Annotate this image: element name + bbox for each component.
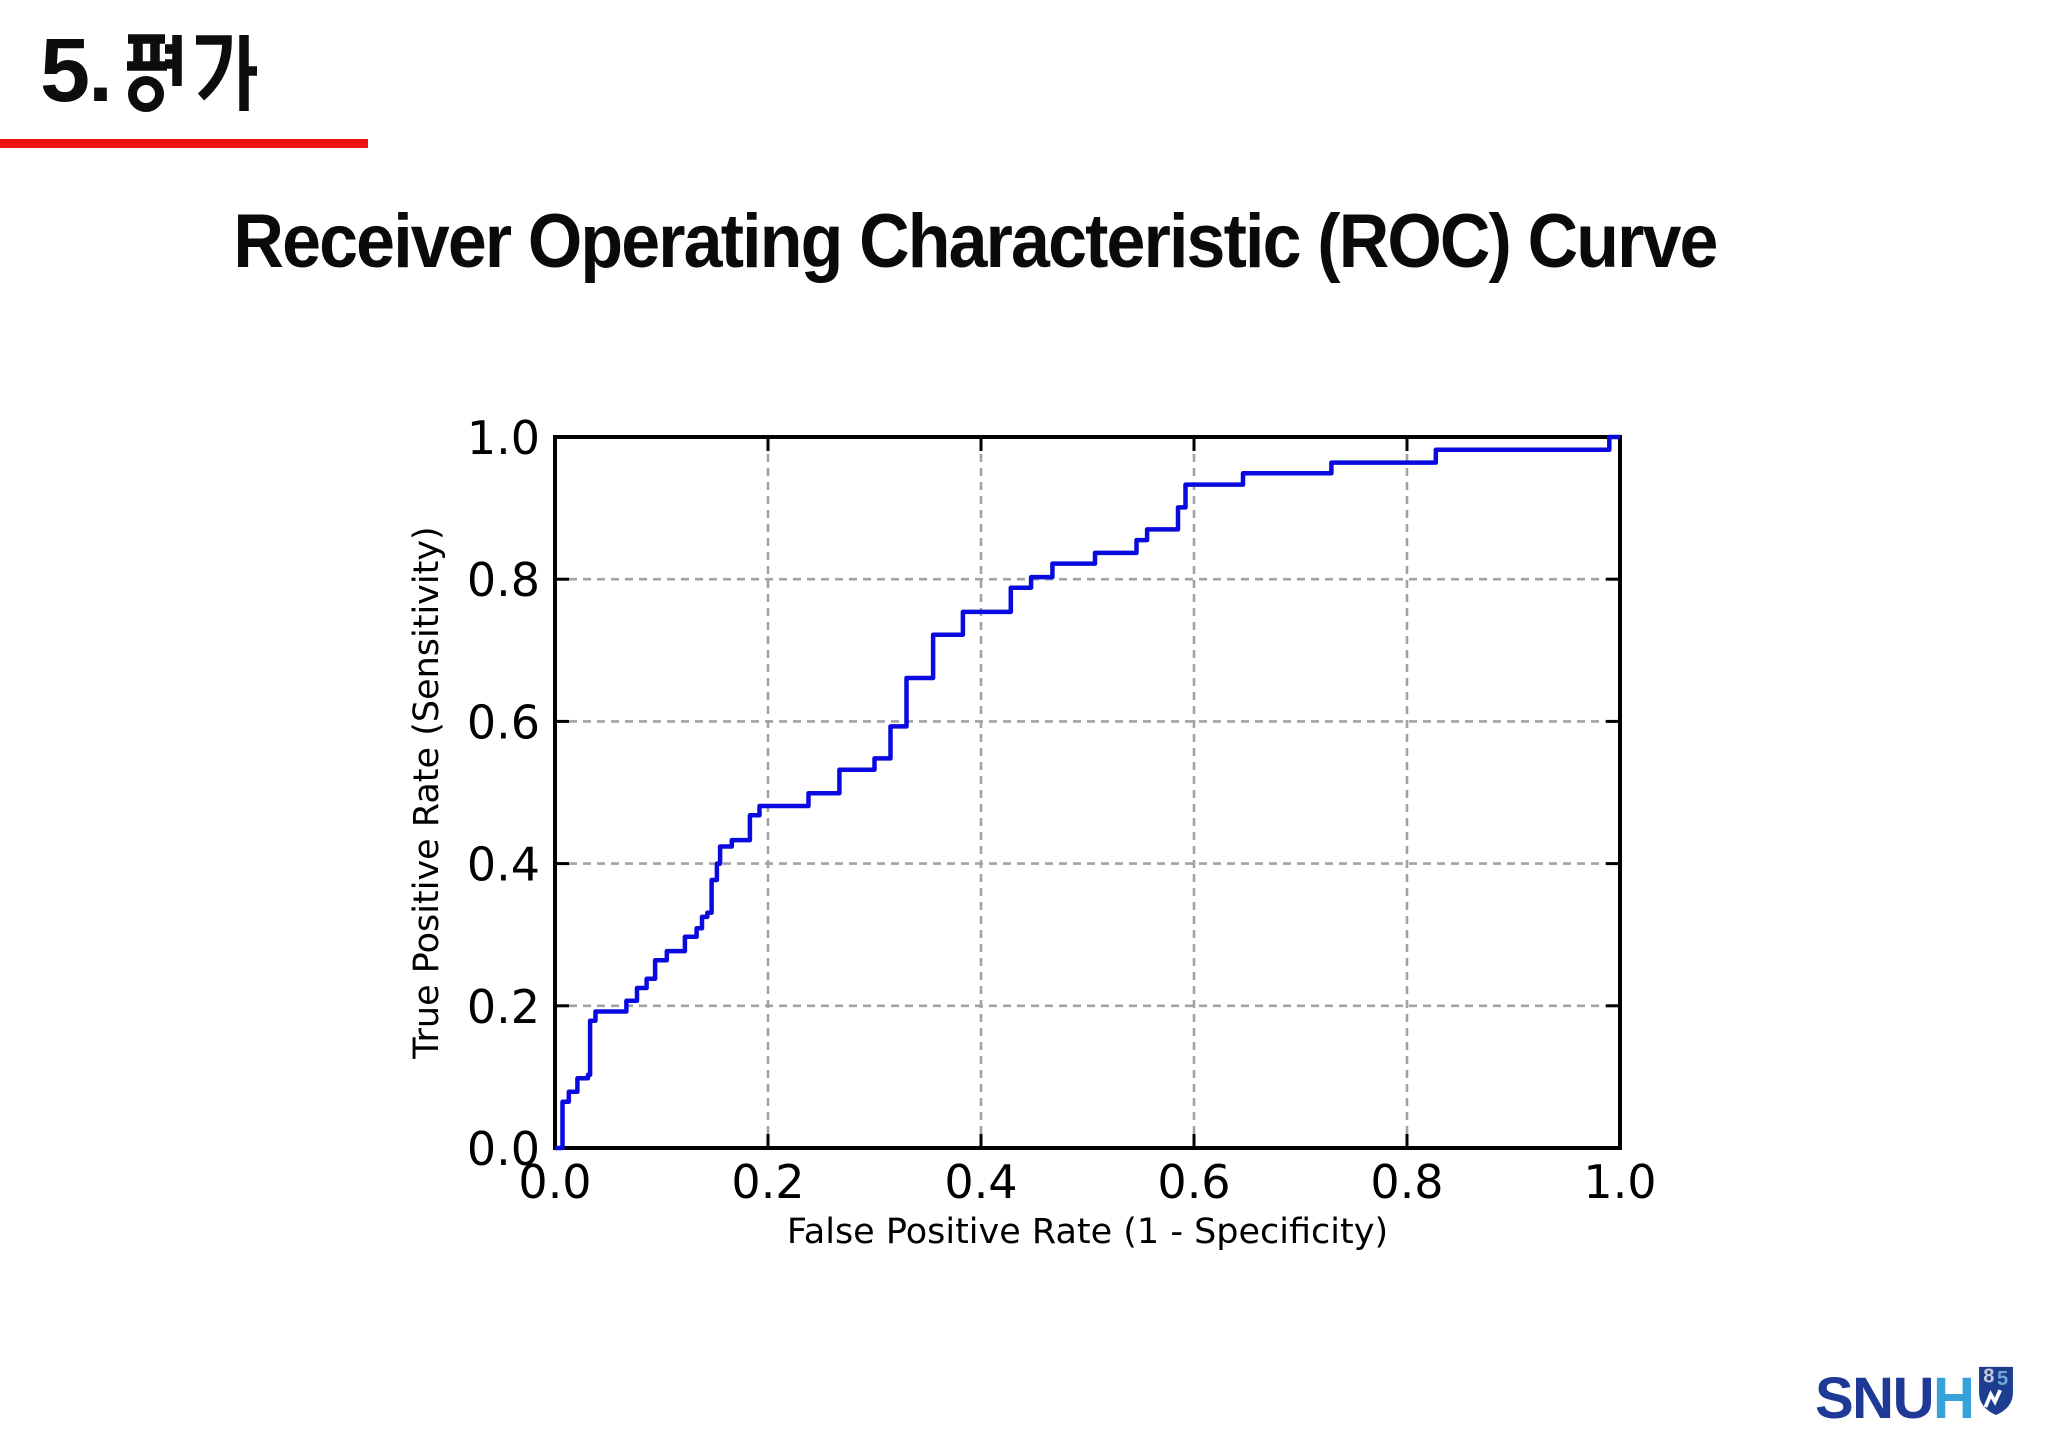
- y-tick-label: 0.8: [467, 553, 540, 607]
- x-tick-label: 0.2: [731, 1155, 804, 1209]
- x-axis-label: False Positive Rate (1 - Specificity): [787, 1212, 1388, 1252]
- y-axis-label: True Positive Rate (Sensitivity): [407, 526, 447, 1059]
- x-tick-label: 0.6: [1157, 1155, 1230, 1209]
- shield-zigzag: [1984, 1389, 2003, 1408]
- x-tick-label: 0.4: [944, 1155, 1017, 1209]
- x-tick-label: 0.8: [1370, 1155, 1443, 1209]
- roc-curve: [555, 434, 1620, 1151]
- shield-digit-5: 5: [1997, 1368, 2008, 1390]
- snuh-shield-icon: 8 5: [1979, 1366, 2014, 1415]
- section-number: 5.: [40, 21, 113, 121]
- section-label-korean-glyphs: [127, 34, 258, 112]
- snuh-logo: SNU H 8 5: [1815, 1366, 2014, 1431]
- y-tick-label: 1.0: [467, 411, 540, 465]
- x-tick-label: 1.0: [1583, 1155, 1656, 1209]
- y-tick-label: 0.4: [467, 838, 540, 892]
- x-tick-label: 0.0: [518, 1155, 591, 1209]
- roc-chart-svg: 0.0 0.2 0.4 0.6 0.8 1.0 0.0 0.2 0.4 0.6 0.8 1.0 Fals…: [407, 411, 1657, 1252]
- logo-text-h: H: [1932, 1366, 1975, 1431]
- roc-chart: 0.0 0.2 0.4 0.6 0.8 1.0 0.0 0.2 0.4 0.6 0.8 1.0 Fals…: [394, 406, 1714, 1306]
- y-tick-label: 0.2: [467, 980, 540, 1034]
- logo-text-snu: SNU: [1815, 1366, 1934, 1431]
- y-tick-label: 0.0: [467, 1122, 540, 1176]
- shield-digit-8: 8: [1984, 1366, 1995, 1388]
- plot-frame: [553, 435, 1622, 1150]
- ga-giyeok: [196, 35, 232, 101]
- page-title: Receiver Operating Characteristic (ROC) …: [233, 199, 1718, 284]
- section-title: 5.: [40, 26, 258, 116]
- section-underline: [0, 139, 368, 148]
- y-tick-label: 0.6: [467, 695, 540, 749]
- pyeong-ieung: [128, 76, 165, 112]
